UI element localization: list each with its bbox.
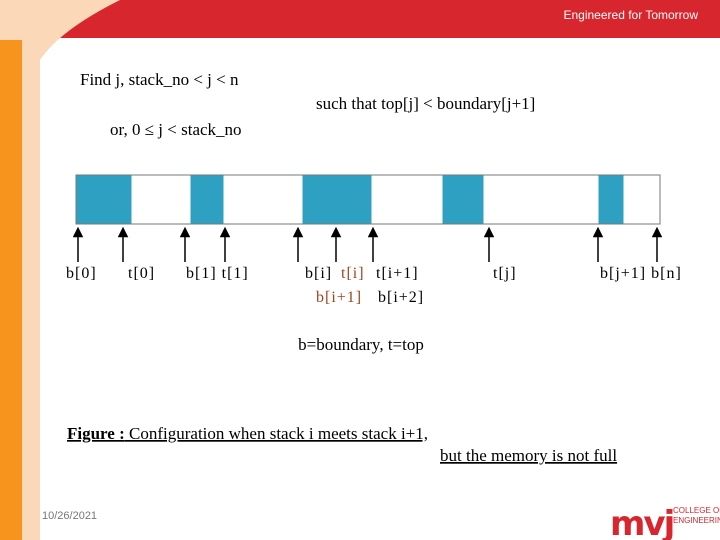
tagline: Engineered for Tomorrow [563,8,698,22]
stack-cell [597,174,625,225]
pointer-label: b[1] t[1] [186,265,249,282]
top-banner [0,0,720,38]
condition: Find j, stack_no < j < n [80,70,239,89]
stack-cell [441,174,485,225]
pointer-label: t[0] [128,265,155,282]
condition: such that top[j] < boundary[j+1] [316,94,535,113]
pointer-label: b[0] [66,265,97,282]
caption: Figure : Configuration when stack i meet… [67,424,428,443]
caption-continuation: but the memory is not full [440,446,617,465]
logo: mvj [610,504,673,540]
college-name: ENGINEERING [673,516,720,525]
stack-cell [301,174,373,225]
pointer-label: b[i] [305,265,332,282]
college-name: COLLEGE OF [673,506,720,515]
pointer-label: b[i+1] [316,289,362,306]
pointer-label: t[i] [341,265,365,282]
pointer-label: t[j] [493,265,517,282]
date: 10/26/2021 [42,510,97,522]
pointer-label: b[i+2] [378,289,424,306]
left-accent [0,0,120,540]
pointer-label: t[i+1] [376,265,419,282]
pointer-arrows [72,226,663,262]
condition: or, 0 ≤ j < stack_no [110,120,242,139]
array-border [75,174,661,225]
caption-text: Configuration when stack i meets stack i… [125,424,428,443]
memory-array [75,174,661,225]
pointer-label: b[j+1] b[n] [600,265,682,282]
left-bar [0,40,22,540]
stack-cell [189,174,225,225]
legend: b=boundary, t=top [298,335,424,354]
caption-label: Figure : [67,424,125,443]
stack-cell [75,174,133,225]
